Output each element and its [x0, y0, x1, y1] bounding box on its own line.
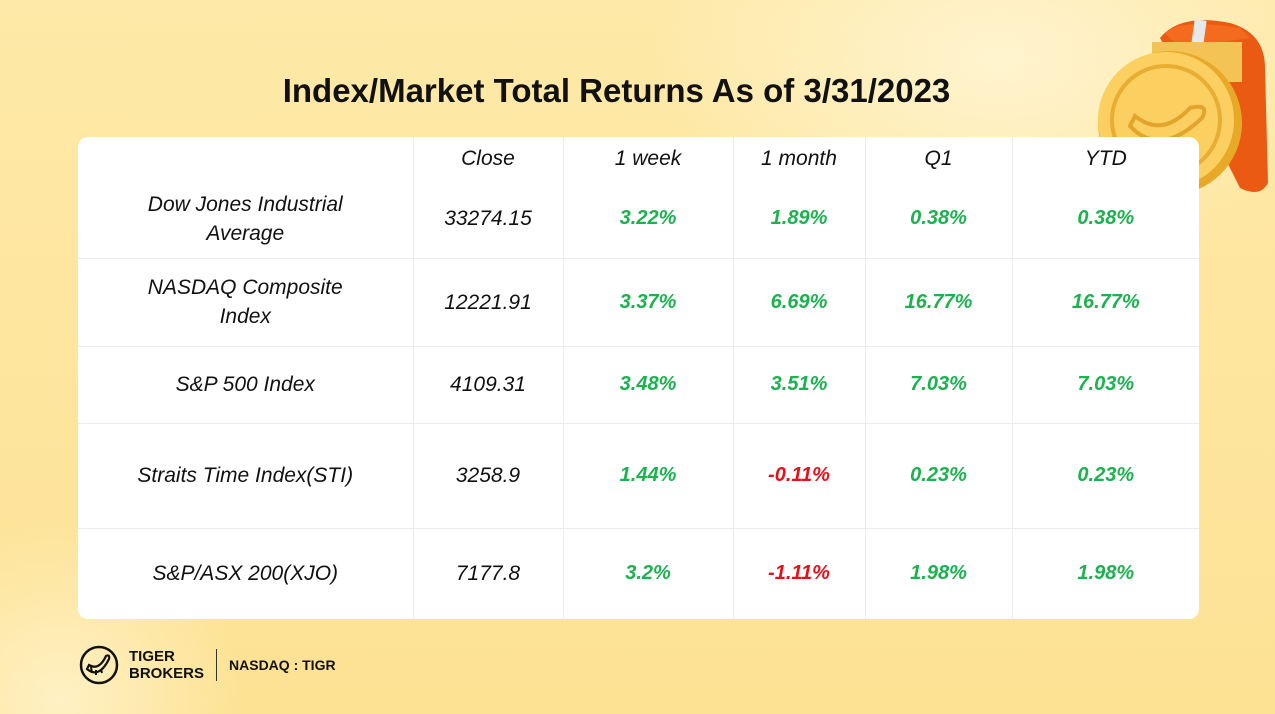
- close-cell: 7177.8: [412, 527, 564, 619]
- 1-month-cell: -0.11%: [732, 422, 866, 529]
- header-1-month: 1 month: [732, 137, 866, 180]
- index-name-cell: S&P 500 Index: [78, 345, 414, 424]
- q1-cell: 1.98%: [864, 527, 1013, 619]
- divider: [216, 649, 218, 681]
- header-index: [78, 137, 414, 180]
- q1-cell: 16.77%: [864, 257, 1013, 347]
- table-row: S&P/ASX 200(XJO) 7177.8 3.2% -1.11% 1.98% 1.9…: [78, 527, 1199, 619]
- header-q1: Q1: [864, 137, 1013, 180]
- 1-month-cell: 6.69%: [732, 257, 866, 347]
- 1-month-cell: 1.89%: [732, 180, 866, 259]
- page-title: Index/Market Total Returns As of 3/31/20…: [282, 72, 951, 109]
- table-row: S&P 500 Index 4109.31 3.48% 3.51% 7.03% 7.03%: [78, 345, 1199, 424]
- index-name-cell: S&P/ASX 200(XJO): [78, 527, 414, 619]
- q1-cell: 0.23%: [864, 422, 1013, 529]
- 1-week-cell: 1.44%: [562, 422, 734, 529]
- ytd-cell: 1.98%: [1011, 527, 1199, 619]
- tiger-brokers-logo-icon: [79, 645, 119, 685]
- q1-cell: 0.38%: [864, 180, 1013, 259]
- table-row: Dow Jones Industrial Average 33274.15 3.22…: [78, 180, 1199, 259]
- ytd-cell: 0.38%: [1011, 180, 1199, 259]
- close-cell: 33274.15: [412, 180, 564, 259]
- ytd-cell: 7.03%: [1011, 345, 1199, 424]
- header-1-week: 1 week: [562, 137, 734, 180]
- brand-line-1: TIGER: [129, 648, 175, 665]
- footer: TIGER BROKERS NASDAQ : TIGR: [79, 645, 336, 685]
- header-ytd: YTD: [1011, 137, 1199, 180]
- close-cell: 4109.31: [412, 345, 564, 424]
- 1-week-cell: 3.2%: [562, 527, 734, 619]
- 1-week-cell: 3.48%: [562, 345, 734, 424]
- 1-month-cell: -1.11%: [732, 527, 866, 619]
- index-name-cell: Dow Jones Industrial Average: [78, 180, 414, 259]
- ytd-cell: 0.23%: [1011, 422, 1199, 529]
- ticker-label: NASDAQ : TIGR: [229, 657, 336, 673]
- index-name-cell: Straits Time Index(STI): [78, 422, 414, 529]
- returns-table: Close 1 week 1 month Q1 YTD Dow Jones In…: [78, 137, 1199, 619]
- table-row: Straits Time Index(STI) 3258.9 1.44% -0.11%…: [78, 422, 1199, 529]
- ytd-cell: 16.77%: [1011, 257, 1199, 347]
- index-name-cell: NASDAQ Composite Index: [78, 257, 414, 347]
- q1-cell: 7.03%: [864, 345, 1013, 424]
- close-cell: 3258.9: [412, 422, 564, 529]
- 1-week-cell: 3.22%: [562, 180, 734, 259]
- brand-name: TIGER BROKERS: [129, 648, 204, 682]
- table-row: NASDAQ Composite Index 12221.91 3.37% 6.69%…: [78, 257, 1199, 347]
- header-close: Close: [412, 137, 564, 180]
- brand-line-2: BROKERS: [129, 665, 205, 682]
- 1-week-cell: 3.37%: [562, 257, 734, 347]
- 1-month-cell: 3.51%: [732, 345, 866, 424]
- close-cell: 12221.91: [412, 257, 564, 347]
- table-header-row: Close 1 week 1 month Q1 YTD: [78, 137, 1199, 180]
